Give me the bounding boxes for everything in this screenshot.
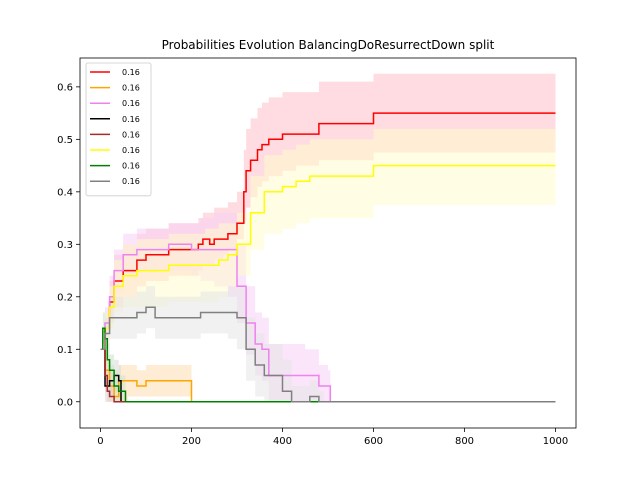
legend-box <box>85 62 152 197</box>
legend-label-3: 0.16 <box>122 99 140 108</box>
series-2-band <box>100 349 556 402</box>
confidence-bands <box>100 73 556 402</box>
series-8-band <box>100 286 556 402</box>
y-tick-label: 0.5 <box>57 135 73 146</box>
x-axis: 0 200 400 600 800 1000 <box>97 428 568 447</box>
legend: 0.16 0.16 0.16 0.16 0.16 0.16 0.16 0.16 <box>85 62 152 197</box>
y-tick-label: 0.6 <box>57 82 73 93</box>
legend-label-7: 0.16 <box>122 162 140 171</box>
plot-frame <box>79 57 577 429</box>
x-tick-label: 200 <box>182 436 201 447</box>
series-3-line <box>100 243 556 403</box>
x-tick-label: 400 <box>273 436 292 447</box>
chart-title: Probabilities Evolution BalancingDoResur… <box>162 38 495 52</box>
y-tick-label: 0.2 <box>57 292 73 303</box>
series-2-line <box>100 348 556 403</box>
y-tick-label: 0.3 <box>57 240 73 251</box>
legend-label-5: 0.16 <box>122 130 140 139</box>
series-lines <box>100 112 556 403</box>
series-7-line <box>100 327 556 403</box>
x-tick-label: 800 <box>455 436 474 447</box>
legend-label-4: 0.16 <box>122 115 140 124</box>
x-tick-label: 600 <box>364 436 383 447</box>
y-tick-label: 0.1 <box>57 345 73 356</box>
series-1-line <box>100 112 556 351</box>
series-8-line <box>100 306 556 403</box>
x-tick-label: 1000 <box>543 436 568 447</box>
legend-label-1: 0.16 <box>122 68 140 77</box>
y-axis: 0.0 0.1 0.2 0.3 0.4 0.5 0.6 <box>57 82 80 408</box>
y-tick-label: 0.4 <box>57 187 73 198</box>
legend-label-6: 0.16 <box>122 146 140 155</box>
series-6-line <box>100 164 556 351</box>
legend-label-2: 0.16 <box>122 84 140 93</box>
x-tick-label: 0 <box>97 436 103 447</box>
y-tick-label: 0.0 <box>57 397 73 408</box>
series-5-line <box>100 348 556 403</box>
legend-label-8: 0.16 <box>122 177 140 186</box>
